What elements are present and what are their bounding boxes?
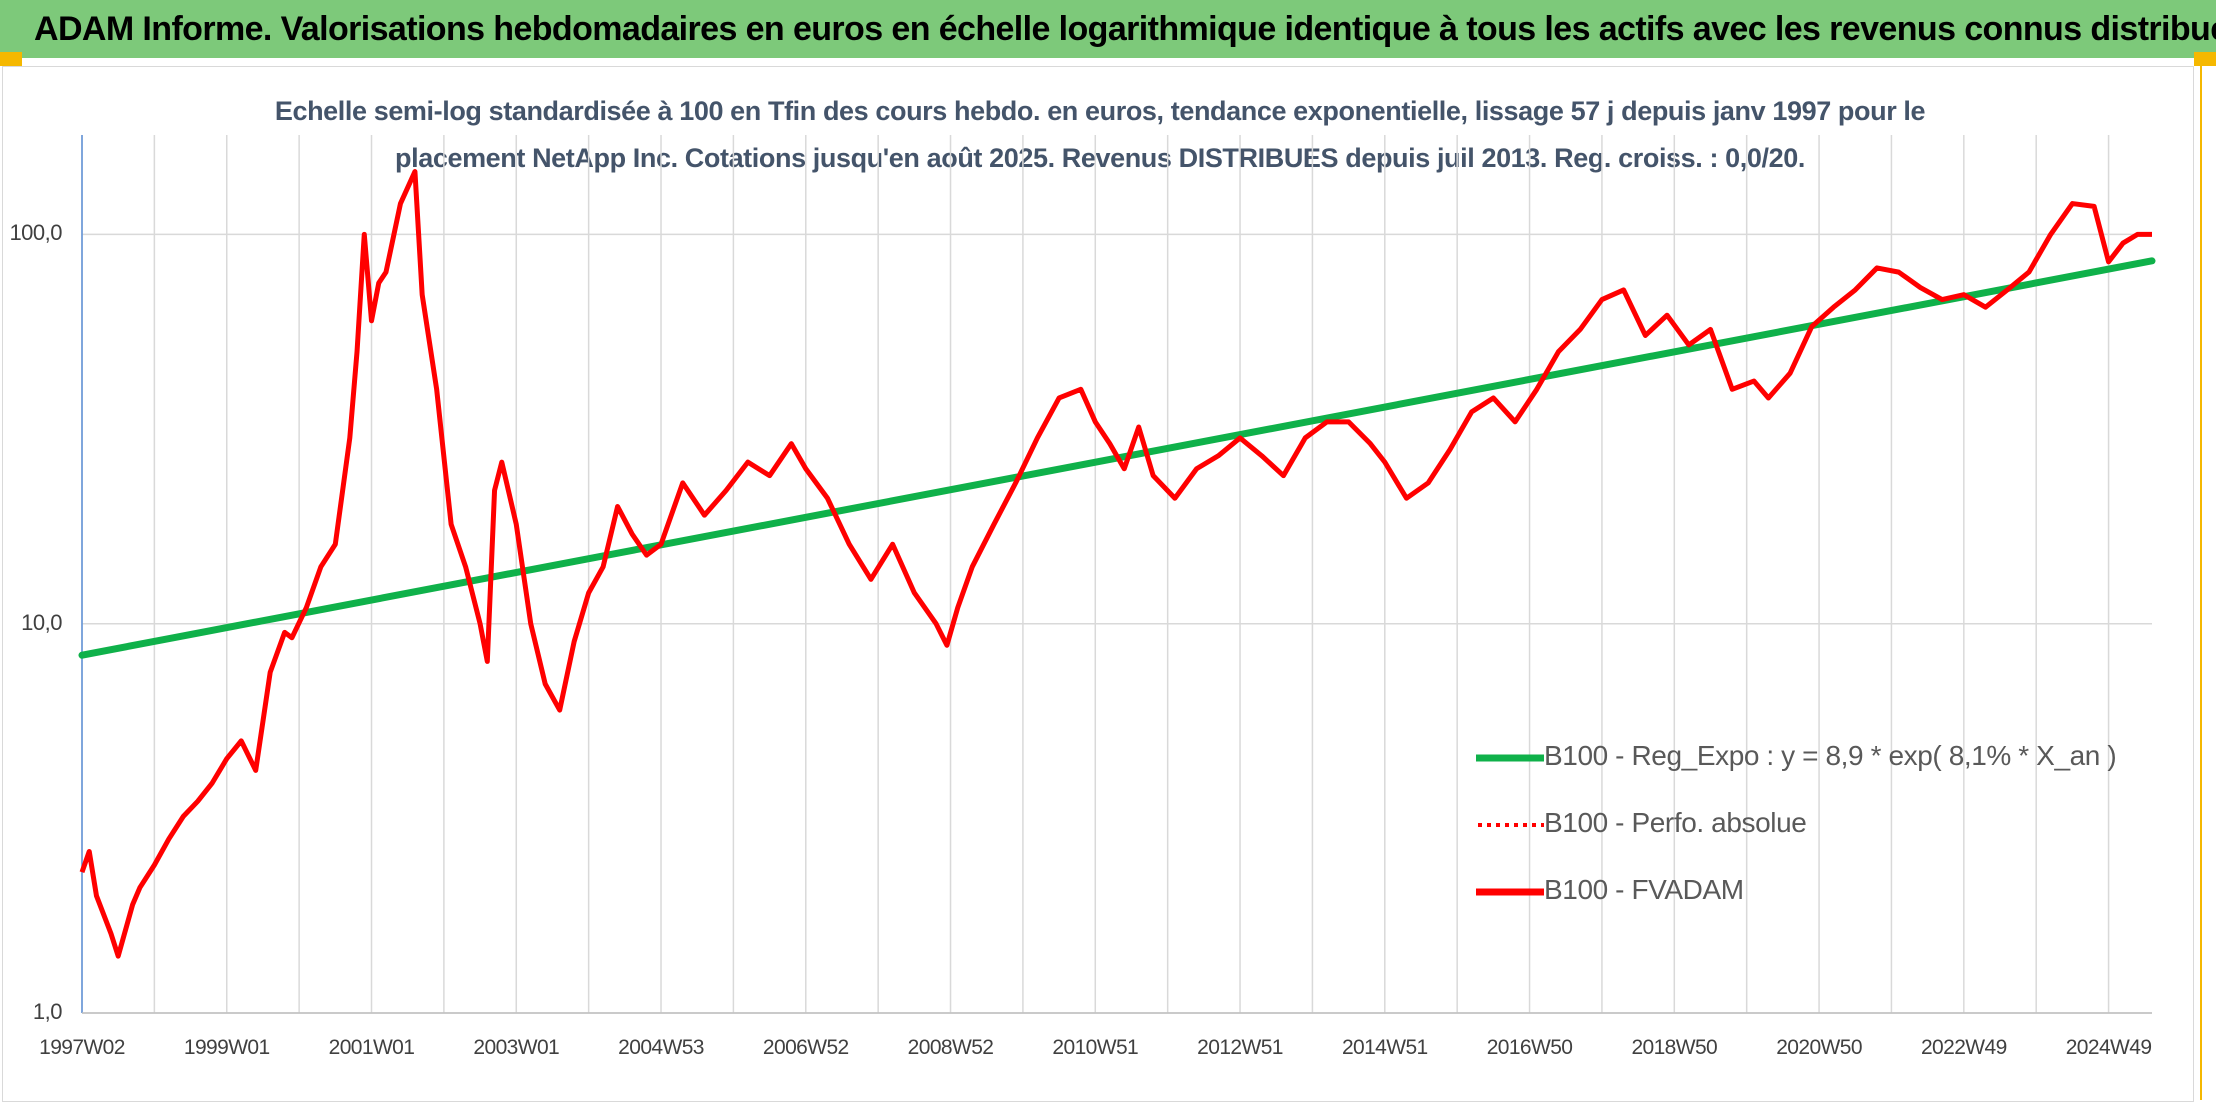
x-tick-label: 2022W49: [1920, 1036, 2007, 1059]
legend-swatch-perfo: [1476, 817, 1544, 827]
x-tick-label: 2020W50: [1776, 1036, 1862, 1059]
corner-marker-left: [0, 52, 22, 66]
right-edge-marker: [2200, 66, 2202, 1100]
x-tick-label: 2024W49: [2065, 1036, 2152, 1059]
legend-swatch-trend: [1476, 750, 1544, 762]
legend-label-perfo: B100 - Perfo. absolue: [1544, 807, 1807, 838]
x-tick-label: 2018W50: [1631, 1036, 1718, 1059]
legend-swatch-fvadam: [1476, 884, 1544, 896]
x-tick-label: 2008W52: [907, 1036, 994, 1059]
x-tick-label: 2001W01: [328, 1036, 415, 1059]
corner-marker-right: [2194, 52, 2216, 66]
y-tick-label: 10,0: [21, 609, 62, 635]
chart-title-line-2: placement NetApp Inc. Cotations jusqu'en…: [395, 143, 1805, 173]
chart-panel: [2, 66, 2194, 1102]
x-tick-label: 2016W50: [1486, 1036, 1573, 1059]
banner: ADAM Informe. Valorisations hebdomadaire…: [0, 0, 2216, 58]
legend-label-trend: B100 - Reg_Expo : y = 8,9 * exp( 8,1% * …: [1544, 740, 2117, 771]
x-tick-label: 2004W53: [618, 1036, 704, 1059]
x-tick-label: 2014W51: [1341, 1036, 1428, 1059]
y-tick-label: 100,0: [9, 220, 62, 246]
series-line-fvadam: [79, 169, 2152, 959]
banner-title: ADAM Informe. Valorisations hebdomadaire…: [34, 10, 2216, 48]
y-tick-label: 1,0: [32, 999, 63, 1024]
chart-title-line-1: Echelle semi-log standardisée à 100 en T…: [274, 96, 1926, 126]
x-tick-label: 1997W02: [39, 1036, 125, 1059]
chart-title: Echelle semi-log standardisée à 100 en T…: [250, 88, 1950, 182]
legend-label-fvadam: B100 - FVADAM: [1544, 874, 1744, 905]
x-tick-label: 2010W51: [1052, 1036, 1139, 1059]
x-tick-label: 1999W01: [183, 1036, 270, 1059]
x-tick-label: 2003W01: [473, 1036, 560, 1059]
x-tick-label: 2012W51: [1197, 1036, 1283, 1059]
x-tick-label: 2006W52: [762, 1036, 849, 1059]
